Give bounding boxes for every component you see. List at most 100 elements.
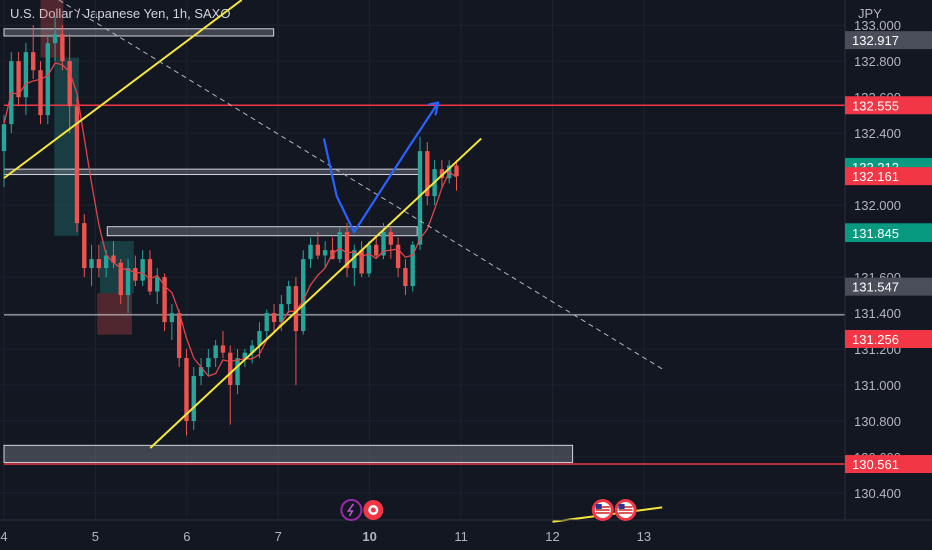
candle-body bbox=[249, 345, 255, 353]
candle-body bbox=[103, 255, 109, 269]
price-badge-last bbox=[845, 167, 932, 186]
x-tick-label: 6 bbox=[183, 529, 190, 544]
candle-body bbox=[60, 34, 65, 62]
y-tick-label: 130.800 bbox=[854, 414, 901, 429]
candle-body bbox=[322, 250, 328, 256]
position-box-down bbox=[97, 293, 132, 335]
price-badge-label: 132.161 bbox=[852, 169, 899, 184]
price-badge-label: 131.845 bbox=[852, 226, 899, 241]
event-markers[interactable] bbox=[340, 499, 637, 521]
candle-body bbox=[271, 313, 277, 323]
candle-body bbox=[403, 268, 408, 287]
candle-body bbox=[301, 259, 306, 332]
projection-arrow bbox=[322, 101, 440, 234]
candle-body bbox=[118, 262, 123, 296]
price-badge-label: 131.256 bbox=[852, 332, 899, 347]
candle-body bbox=[337, 232, 342, 260]
candle-body bbox=[140, 259, 145, 281]
candle-body bbox=[286, 286, 291, 305]
candle-body bbox=[184, 358, 189, 422]
price-badge-label: 131.547 bbox=[852, 280, 899, 295]
y-tick-label: 132.000 bbox=[854, 198, 901, 213]
y-tick-label: 132.800 bbox=[854, 54, 901, 69]
y-tick-label: 130.400 bbox=[854, 486, 901, 501]
candle-body bbox=[198, 367, 204, 377]
currency-label: JPY bbox=[858, 6, 882, 21]
candle-body bbox=[133, 268, 138, 281]
y-tick-label: 131.000 bbox=[854, 378, 901, 393]
candle-body bbox=[111, 255, 116, 263]
candle-body bbox=[220, 345, 226, 353]
trendline-dashed bbox=[58, 0, 663, 370]
price-badge-neutral bbox=[845, 277, 932, 296]
candle-body bbox=[147, 259, 153, 292]
candle-body bbox=[417, 151, 423, 245]
price-badge-red bbox=[845, 329, 932, 348]
zone-rect bbox=[3, 168, 421, 176]
candle-body bbox=[169, 313, 175, 323]
candle-body bbox=[425, 151, 430, 197]
price-badge-label: 130.561 bbox=[852, 457, 899, 472]
us-flag-stripe bbox=[595, 506, 610, 508]
candle-body bbox=[242, 352, 248, 359]
candle-body bbox=[454, 165, 459, 177]
x-tick-label: 11 bbox=[454, 529, 468, 544]
chart-title: U.S. Dollar / Japanese Yen, 1h, SAXO bbox=[10, 6, 231, 21]
candle-body bbox=[257, 331, 262, 346]
fed-icon-dot bbox=[370, 507, 376, 513]
us-flag-stripe bbox=[595, 509, 610, 511]
price-badge-red bbox=[845, 455, 932, 474]
projection-path bbox=[322, 101, 440, 234]
candle-body bbox=[395, 244, 401, 269]
price-badge-label: 132.917 bbox=[852, 33, 899, 48]
lightning-bolt bbox=[346, 503, 355, 517]
candle-body bbox=[1, 124, 7, 152]
moving-average bbox=[3, 62, 457, 377]
y-tick-label: 133.000 bbox=[854, 18, 901, 33]
grid bbox=[0, 0, 845, 520]
us-flag-canton bbox=[618, 504, 625, 509]
candle-body bbox=[344, 232, 350, 269]
x-tick-label: 4 bbox=[0, 529, 7, 544]
candle-body bbox=[315, 244, 321, 256]
symbol-name: U.S. Dollar / Japanese Yen bbox=[10, 6, 166, 21]
candle-body bbox=[89, 259, 94, 269]
zone-rect bbox=[3, 444, 574, 463]
price-badges: 132.917132.555132.212132.161131.849131.8… bbox=[845, 31, 932, 474]
candle-body bbox=[52, 34, 58, 44]
candle-body bbox=[23, 52, 29, 98]
price-badge-label: 132.555 bbox=[852, 98, 899, 113]
candle-body bbox=[366, 244, 372, 274]
x-tick-label: 5 bbox=[92, 529, 99, 544]
exchange: SAXO bbox=[194, 6, 231, 21]
candle-body bbox=[374, 244, 379, 256]
zone-rect bbox=[106, 226, 418, 237]
candle-body bbox=[16, 61, 21, 98]
candle-body bbox=[293, 286, 299, 332]
interval: 1h bbox=[172, 6, 188, 21]
candle-body bbox=[359, 250, 364, 274]
price-badge-up bbox=[845, 224, 932, 243]
candle-body bbox=[31, 52, 36, 71]
candle-body bbox=[439, 169, 445, 179]
lightning-icon bbox=[340, 499, 363, 521]
y-ticks: 133.000132.800132.600132.400132.000131.6… bbox=[854, 18, 901, 501]
candle-body bbox=[410, 244, 415, 287]
zones bbox=[3, 28, 574, 463]
candle-body bbox=[206, 358, 211, 368]
x-tick-label: 7 bbox=[275, 529, 282, 544]
candle-body bbox=[96, 259, 102, 269]
candle-body bbox=[352, 250, 357, 269]
x-tick-label: 10 bbox=[362, 529, 376, 544]
candle-body bbox=[74, 106, 80, 224]
trendline-solid bbox=[149, 137, 482, 449]
us-flag-stripe bbox=[618, 506, 633, 508]
candle-body bbox=[82, 223, 87, 269]
us-flag-stripe bbox=[618, 512, 633, 514]
zone-rect bbox=[3, 28, 275, 37]
y-tick-label: 131.400 bbox=[854, 306, 901, 321]
candle-body bbox=[388, 232, 393, 245]
candle-body bbox=[235, 358, 240, 386]
candle-body bbox=[381, 232, 386, 256]
